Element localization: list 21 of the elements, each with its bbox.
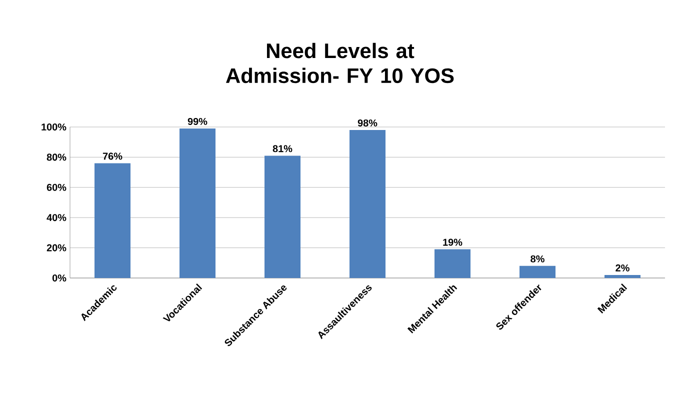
chart-title: Need Levels at Admission- FY 10 YOS [226,42,454,84]
y-tick-label: 20% [46,244,66,252]
bar [520,266,556,278]
data-label: 98% [358,119,378,126]
bar [264,156,301,278]
bar [434,249,471,278]
data-label: 2% [616,264,630,272]
bar [94,163,130,278]
bar [350,130,386,278]
bar [604,274,641,278]
data-label: 19% [443,238,462,246]
y-tick-label: 40% [46,214,66,222]
y-tick-label: 80% [46,154,66,161]
data-label: 76% [102,152,122,160]
data-label: 99% [188,118,208,125]
y-tick-label: 100% [42,123,66,131]
data-label: 8% [530,255,544,262]
bar [180,128,216,278]
y-tick-label: 60% [46,184,66,191]
data-label: 81% [272,145,292,152]
y-tick-label: 0% [52,274,66,282]
